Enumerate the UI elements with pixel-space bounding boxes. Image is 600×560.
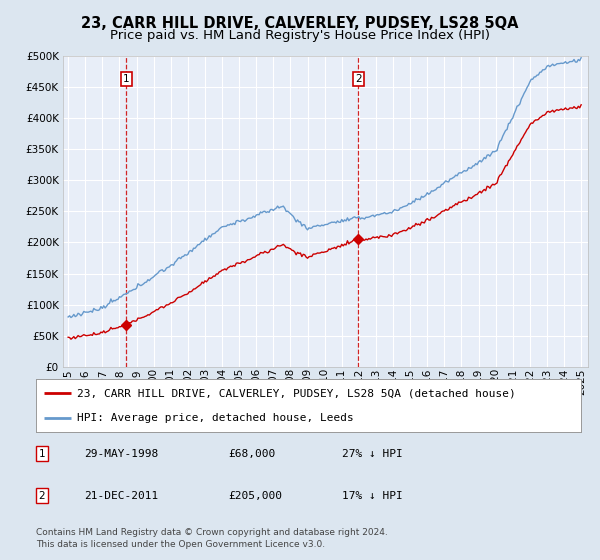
- Text: 2: 2: [38, 491, 46, 501]
- Text: 1: 1: [123, 74, 130, 85]
- Text: Contains HM Land Registry data © Crown copyright and database right 2024.
This d: Contains HM Land Registry data © Crown c…: [36, 528, 388, 549]
- Text: Price paid vs. HM Land Registry's House Price Index (HPI): Price paid vs. HM Land Registry's House …: [110, 29, 490, 43]
- Text: 23, CARR HILL DRIVE, CALVERLEY, PUDSEY, LS28 5QA (detached house): 23, CARR HILL DRIVE, CALVERLEY, PUDSEY, …: [77, 389, 515, 399]
- Text: £68,000: £68,000: [228, 449, 275, 459]
- Text: 29-MAY-1998: 29-MAY-1998: [84, 449, 158, 459]
- Text: 2: 2: [355, 74, 362, 85]
- Text: 23, CARR HILL DRIVE, CALVERLEY, PUDSEY, LS28 5QA: 23, CARR HILL DRIVE, CALVERLEY, PUDSEY, …: [81, 16, 519, 31]
- Text: £205,000: £205,000: [228, 491, 282, 501]
- Text: 27% ↓ HPI: 27% ↓ HPI: [342, 449, 403, 459]
- Text: 1: 1: [38, 449, 46, 459]
- Text: HPI: Average price, detached house, Leeds: HPI: Average price, detached house, Leed…: [77, 413, 353, 423]
- Text: 17% ↓ HPI: 17% ↓ HPI: [342, 491, 403, 501]
- Text: 21-DEC-2011: 21-DEC-2011: [84, 491, 158, 501]
